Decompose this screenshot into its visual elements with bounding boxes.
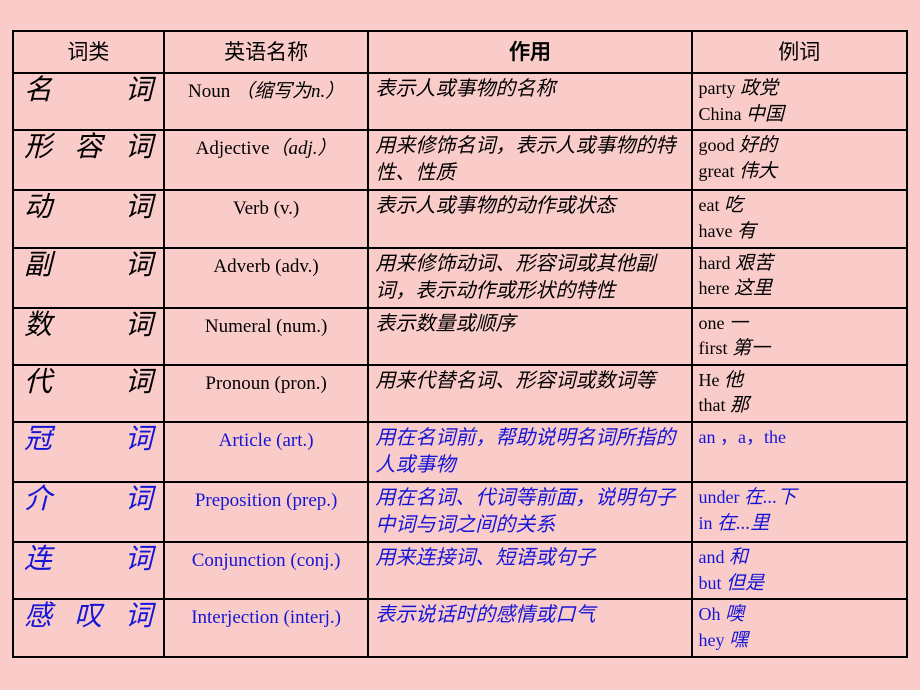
category-label: 代词	[20, 368, 157, 397]
usage-text: 表示人或事物的名称	[375, 76, 684, 103]
table-row: 数词 Numeral (num.) 表示数量或顺序 one 一first 第一	[13, 308, 907, 365]
english-name: Conjunction (conj.)	[171, 545, 362, 574]
cell-example: good 好的great 伟大	[692, 130, 907, 190]
english-name: Numeral (num.)	[171, 311, 362, 340]
table-row: 名词 Noun （缩写为n.） 表示人或事物的名称 party 政党China 中国	[13, 73, 907, 130]
cell-usage: 用来代替名词、形容词或数词等	[368, 365, 691, 422]
cell-usage: 用来连接词、短语或句子	[368, 542, 691, 599]
example-text: party 政党China 中国	[699, 76, 900, 127]
example-text: under 在...下in 在...里	[699, 485, 900, 536]
cell-example: under 在...下in 在...里	[692, 482, 907, 542]
english-name: Interjection (interj.)	[171, 602, 362, 631]
table-row: 连词 Conjunction (conj.) 用来连接词、短语或句子 and 和but…	[13, 542, 907, 599]
cell-english: Pronoun (pron.)	[164, 365, 369, 422]
cell-usage: 用来修饰名词，表示人或事物的特性、性质	[368, 130, 691, 190]
cell-english: Adjective（adj.）	[164, 130, 369, 190]
cell-english: Noun （缩写为n.）	[164, 73, 369, 130]
cell-english: Preposition (prep.)	[164, 482, 369, 542]
cell-example: eat 吃have 有	[692, 190, 907, 247]
cell-category: 副词	[13, 248, 164, 308]
english-name: Pronoun (pron.)	[171, 368, 362, 397]
category-label: 连词	[20, 545, 157, 574]
example-text: hard 艰苦here 这里	[699, 251, 900, 302]
table-row: 介词 Preposition (prep.) 用在名词、代词等前面，说明句子中词与词…	[13, 482, 907, 542]
usage-text: 用来修饰动词、形容词或其他副词，表示动作或形状的特性	[375, 251, 684, 305]
cell-category: 数词	[13, 308, 164, 365]
col-header-category: 词类	[13, 31, 164, 73]
table-row: 代词 Pronoun (pron.) 用来代替名词、形容词或数词等 He 他that …	[13, 365, 907, 422]
cell-english: Interjection (interj.)	[164, 599, 369, 656]
example-text: an ，a，the	[699, 425, 900, 451]
usage-text: 表示说话时的感情或口气	[375, 602, 684, 629]
cell-usage: 表示数量或顺序	[368, 308, 691, 365]
usage-text: 用在名词前，帮助说明名词所指的人或事物	[375, 425, 684, 479]
table-row: 冠词 Article (art.) 用在名词前，帮助说明名词所指的人或事物 an ，a…	[13, 422, 907, 482]
col-header-english: 英语名称	[164, 31, 369, 73]
english-name: Preposition (prep.)	[171, 485, 362, 514]
example-text: one 一first 第一	[699, 311, 900, 362]
category-label: 数词	[20, 311, 157, 340]
cell-category: 形容词	[13, 130, 164, 190]
table-header-row: 词类 英语名称 作用 例词	[13, 31, 907, 73]
cell-example: He 他that 那	[692, 365, 907, 422]
category-label: 名词	[20, 76, 157, 105]
cell-usage: 用来修饰动词、形容词或其他副词，表示动作或形状的特性	[368, 248, 691, 308]
cell-example: party 政党China 中国	[692, 73, 907, 130]
cell-usage: 用在名词前，帮助说明名词所指的人或事物	[368, 422, 691, 482]
example-text: and 和but 但是	[699, 545, 900, 596]
english-name: Adverb (adv.)	[171, 251, 362, 280]
table-body: 名词Noun （缩写为n.）表示人或事物的名称party 政党China 中国形…	[13, 73, 907, 657]
cell-example: one 一first 第一	[692, 308, 907, 365]
cell-english: Numeral (num.)	[164, 308, 369, 365]
english-name: Noun （缩写为n.）	[171, 76, 362, 105]
example-text: good 好的great 伟大	[699, 133, 900, 184]
english-name: Article (art.)	[171, 425, 362, 454]
category-label: 动词	[20, 193, 157, 222]
parts-of-speech-table: 词类 英语名称 作用 例词 名词 Noun （缩写为n.） 表示人或事物的名称 par…	[12, 30, 908, 658]
english-name: Verb (v.)	[171, 193, 362, 222]
cell-category: 介词	[13, 482, 164, 542]
page-wrap: 词类 英语名称 作用 例词 名词 Noun （缩写为n.） 表示人或事物的名称 par…	[0, 0, 920, 670]
usage-text: 用来代替名词、形容词或数词等	[375, 368, 684, 395]
cell-usage: 用在名词、代词等前面，说明句子中词与词之间的关系	[368, 482, 691, 542]
cell-category: 连词	[13, 542, 164, 599]
table-row: 副词 Adverb (adv.) 用来修饰动词、形容词或其他副词，表示动作或形状的特…	[13, 248, 907, 308]
cell-english: Conjunction (conj.)	[164, 542, 369, 599]
cell-example: an ，a，the	[692, 422, 907, 482]
cell-category: 动词	[13, 190, 164, 247]
cell-example: and 和but 但是	[692, 542, 907, 599]
cell-english: Article (art.)	[164, 422, 369, 482]
col-header-usage: 作用	[368, 31, 691, 73]
cell-english: Adverb (adv.)	[164, 248, 369, 308]
usage-text: 表示数量或顺序	[375, 311, 684, 338]
cell-usage: 表示人或事物的名称	[368, 73, 691, 130]
table-row: 感叹词 Interjection (interj.) 表示说话时的感情或口气 Oh 噢…	[13, 599, 907, 656]
example-text: Oh 噢hey 嘿	[699, 602, 900, 653]
table-row: 形容词 Adjective（adj.） 用来修饰名词，表示人或事物的特性、性质 goo…	[13, 130, 907, 190]
category-label: 形容词	[20, 133, 157, 162]
usage-text: 用来修饰名词，表示人或事物的特性、性质	[375, 133, 684, 187]
example-text: He 他that 那	[699, 368, 900, 419]
table-row: 动词 Verb (v.) 表示人或事物的动作或状态 eat 吃have 有	[13, 190, 907, 247]
usage-text: 用在名词、代词等前面，说明句子中词与词之间的关系	[375, 485, 684, 539]
category-label: 冠词	[20, 425, 157, 454]
cell-usage: 表示人或事物的动作或状态	[368, 190, 691, 247]
usage-text: 用来连接词、短语或句子	[375, 545, 684, 572]
col-header-example: 例词	[692, 31, 907, 73]
usage-text: 表示人或事物的动作或状态	[375, 193, 684, 220]
cell-category: 冠词	[13, 422, 164, 482]
cell-english: Verb (v.)	[164, 190, 369, 247]
cell-category: 代词	[13, 365, 164, 422]
category-label: 副词	[20, 251, 157, 280]
english-name: Adjective（adj.）	[171, 133, 362, 162]
category-label: 介词	[20, 485, 157, 514]
cell-example: Oh 噢hey 嘿	[692, 599, 907, 656]
cell-example: hard 艰苦here 这里	[692, 248, 907, 308]
example-text: eat 吃have 有	[699, 193, 900, 244]
cell-category: 名词	[13, 73, 164, 130]
cell-usage: 表示说话时的感情或口气	[368, 599, 691, 656]
category-label: 感叹词	[20, 602, 157, 631]
cell-category: 感叹词	[13, 599, 164, 656]
